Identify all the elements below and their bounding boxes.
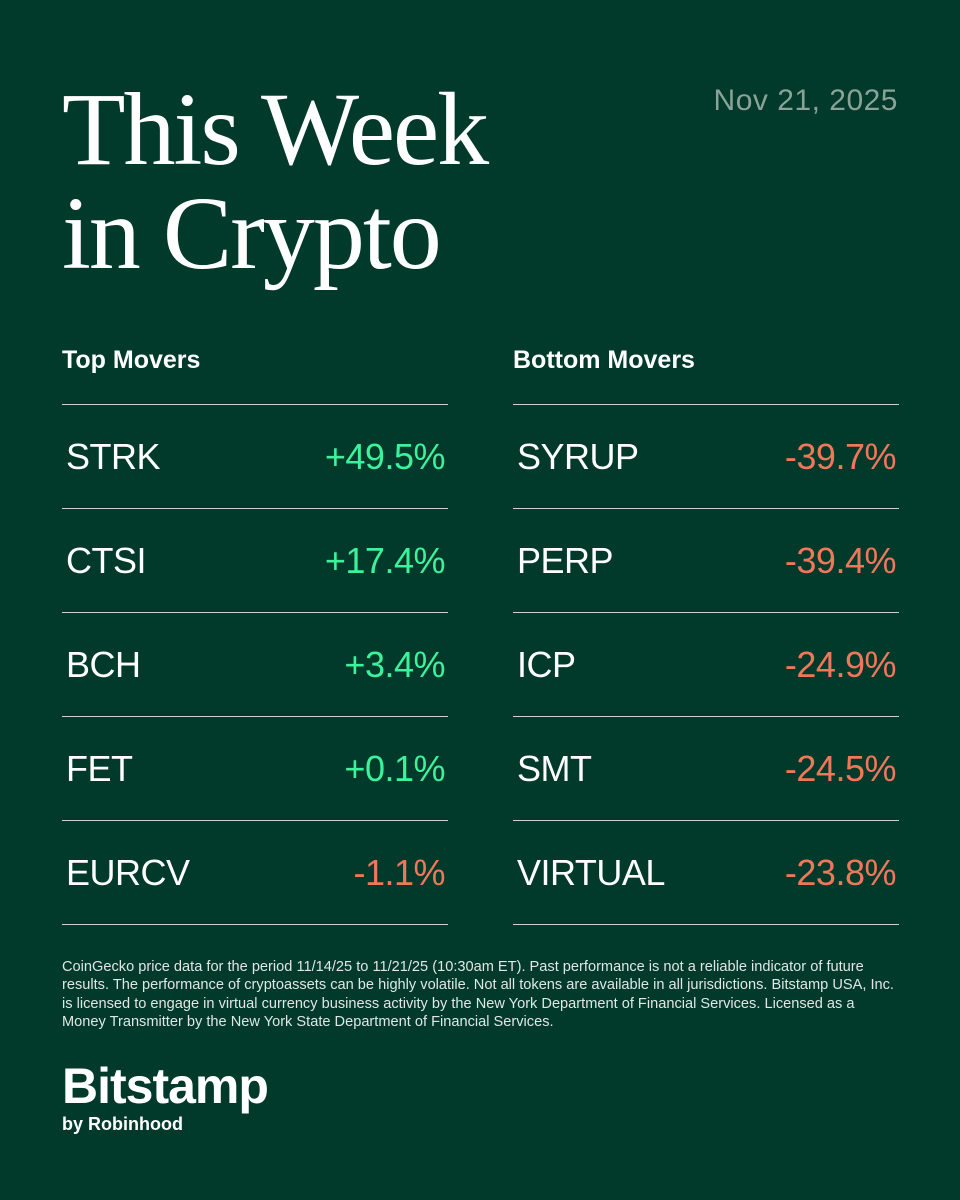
brand-name: Bitstamp [62, 1058, 269, 1114]
token-symbol: FET [66, 747, 133, 789]
list-item: FET +0.1% [62, 717, 448, 821]
page-title: This Week in Crypto [62, 72, 489, 291]
list-item: STRK +49.5% [62, 405, 448, 509]
date-label: Nov 21, 2025 [713, 84, 898, 117]
token-symbol: CTSI [66, 539, 147, 581]
token-symbol: EURCV [66, 851, 190, 893]
list-item: PERP -39.4% [513, 509, 899, 613]
title-line-1: This Week [62, 72, 489, 187]
list-item: SYRUP -39.7% [513, 405, 899, 509]
top-movers-section: Top Movers STRK +49.5% CTSI +17.4% BCH +… [62, 342, 448, 925]
bottom-movers-list: SYRUP -39.7% PERP -39.4% ICP -24.9% SMT … [513, 404, 899, 925]
list-item: SMT -24.5% [513, 717, 899, 821]
price-change: -24.9% [784, 643, 897, 685]
list-item: ICP -24.9% [513, 613, 899, 717]
disclaimer-text: CoinGecko price data for the period 11/1… [62, 959, 894, 1031]
top-movers-list: STRK +49.5% CTSI +17.4% BCH +3.4% FET +0… [62, 404, 448, 925]
list-item: CTSI +17.4% [62, 509, 448, 613]
price-change: +0.1% [344, 747, 445, 789]
price-change: +49.5% [324, 435, 446, 477]
token-symbol: PERP [517, 539, 614, 581]
token-symbol: SYRUP [517, 435, 639, 477]
price-change: +17.4% [324, 539, 446, 581]
title-line-2: in Crypto [62, 176, 442, 291]
token-symbol: ICP [517, 643, 576, 685]
list-item: EURCV -1.1% [62, 821, 448, 925]
price-change: -1.1% [353, 851, 445, 893]
price-change: -39.4% [784, 539, 897, 581]
token-symbol: VIRTUAL [517, 851, 665, 893]
token-symbol: BCH [66, 643, 141, 685]
top-movers-heading: Top Movers [62, 346, 201, 374]
price-change: -23.8% [784, 851, 897, 893]
list-item: VIRTUAL -23.8% [513, 821, 899, 925]
token-symbol: SMT [517, 747, 592, 789]
price-change: -39.7% [784, 435, 897, 477]
bottom-movers-heading: Bottom Movers [513, 346, 695, 374]
list-item: BCH +3.4% [62, 613, 448, 717]
token-symbol: STRK [66, 435, 161, 477]
price-change: -24.5% [784, 747, 897, 789]
bitstamp-logo: Bitstamp by Robinhood [62, 1058, 269, 1135]
brand-tagline: by Robinhood [62, 1114, 183, 1134]
price-change: +3.4% [344, 643, 445, 685]
bottom-movers-section: Bottom Movers SYRUP -39.7% PERP -39.4% I… [513, 342, 899, 925]
